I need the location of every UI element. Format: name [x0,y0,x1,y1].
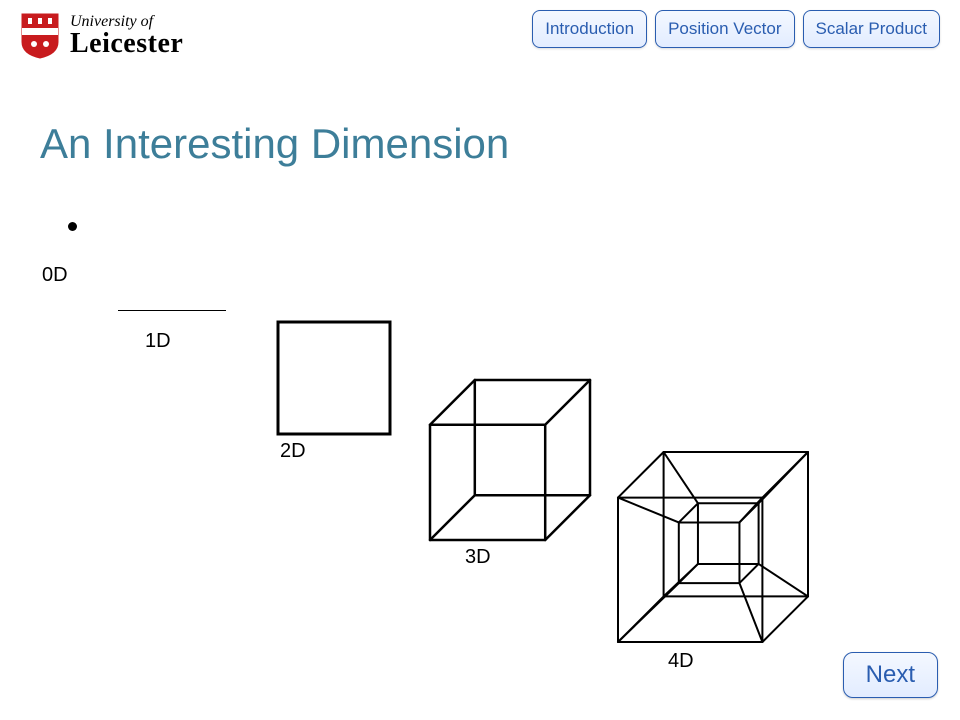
shape-3d-cube [426,376,594,544]
label-2d: 2D [280,440,306,463]
label-1d: 1D [145,330,171,353]
nav-introduction[interactable]: Introduction [532,10,647,48]
shape-2d-square [274,318,394,438]
logo-line2: Leicester [70,30,183,58]
shield-icon [20,12,60,60]
next-button[interactable]: Next [843,652,938,698]
shape-4d-tesseract [614,448,812,646]
label-3d: 3D [465,546,491,569]
label-4d: 4D [668,650,694,673]
label-0d: 0D [42,264,68,287]
university-logo: University of Leicester [20,12,183,60]
nav-button-group: Introduction Position Vector Scalar Prod… [532,10,940,48]
logo-text: University of Leicester [70,14,183,58]
nav-position-vector[interactable]: Position Vector [655,10,794,48]
shape-1d-line [118,310,226,311]
nav-scalar-product[interactable]: Scalar Product [803,10,941,48]
page-title: An Interesting Dimension [40,120,509,168]
bullet-point [68,222,77,231]
